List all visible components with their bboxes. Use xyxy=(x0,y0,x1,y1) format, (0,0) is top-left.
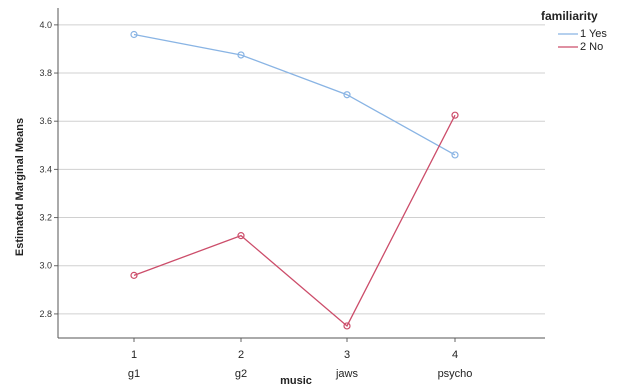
legend-label: 1 Yes xyxy=(580,28,607,40)
x-tick-label: 4 xyxy=(452,349,458,361)
y-tick-label: 3.0 xyxy=(39,261,52,271)
x-category-name: g2 xyxy=(235,368,247,380)
y-axis-title: Estimated Marginal Means xyxy=(14,118,26,256)
y-tick-label: 3.4 xyxy=(39,164,52,174)
data-point xyxy=(237,51,245,59)
x-category-name: jaws xyxy=(335,368,359,380)
y-axis-ticks: 2.8 3.0 3.2 3.4 3.6 3.8 4.0 xyxy=(39,20,58,319)
y-tick-label: 3.8 xyxy=(39,68,52,78)
data-point xyxy=(237,232,245,240)
y-tick-label: 2.8 xyxy=(39,309,52,319)
legend-title: familiarity xyxy=(541,9,598,23)
series-group xyxy=(130,30,459,330)
gridlines xyxy=(58,24,545,315)
legend-label: 2 No xyxy=(580,41,603,53)
y-tick-label: 4.0 xyxy=(39,20,52,30)
x-category-name: psycho xyxy=(438,368,473,380)
plot-frame xyxy=(57,8,545,339)
x-category-name: g1 xyxy=(128,368,140,380)
y-tick-label: 3.6 xyxy=(39,116,52,126)
series-line-1 xyxy=(133,33,456,156)
data-point xyxy=(451,151,459,159)
x-axis-ticks: 1 g1 2 g2 3 jaws 4 psycho xyxy=(128,338,473,380)
x-tick-label: 1 xyxy=(131,349,137,361)
x-tick-label: 2 xyxy=(238,349,244,361)
data-point xyxy=(130,271,138,279)
series-line-2 xyxy=(133,114,456,327)
y-tick-label: 3.2 xyxy=(39,213,52,223)
data-point xyxy=(343,91,351,99)
data-point xyxy=(343,322,351,330)
data-point xyxy=(130,30,138,39)
x-axis-title: music xyxy=(280,375,312,384)
x-tick-label: 3 xyxy=(344,349,350,361)
data-point xyxy=(451,111,459,119)
